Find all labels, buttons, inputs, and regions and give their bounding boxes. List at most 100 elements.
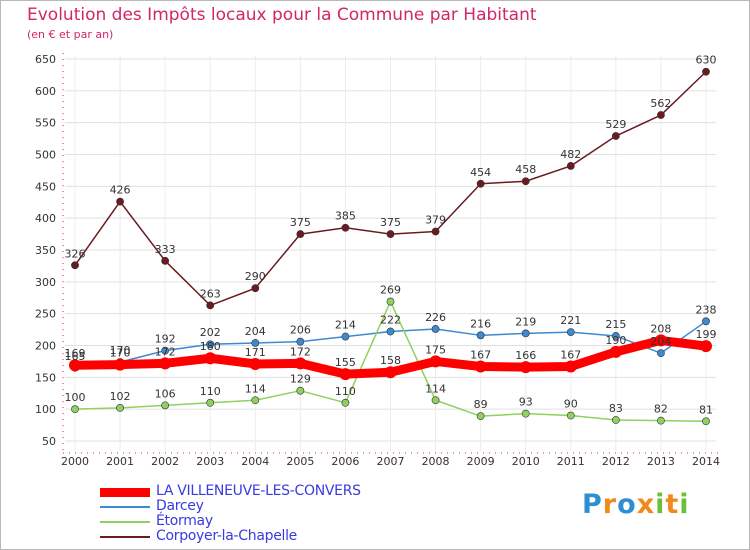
y-tick-label: 100 [35, 403, 56, 416]
data-labels: 326 426 333 263 290 375 385 375 379 454 458 482 529 5… [65, 54, 717, 417]
data-point [700, 340, 712, 353]
data-label: 100 [65, 391, 86, 404]
data-label: 106 [155, 387, 176, 400]
legend-swatch [100, 506, 150, 508]
data-point [702, 317, 710, 326]
data-label: 290 [245, 270, 266, 283]
data-point [251, 339, 260, 347]
data-point [116, 403, 124, 412]
data-label: 426 [110, 184, 131, 197]
data-label: 169 [65, 347, 86, 360]
data-label: 375 [380, 216, 401, 229]
axes: 50 100 150 200 250 300 350 400 450 500 550 600 650 20… [35, 53, 720, 468]
data-label: 170 [110, 344, 131, 357]
legend-item-etormay: Étormay [100, 513, 430, 530]
data-point [341, 223, 350, 232]
data-point [161, 401, 170, 410]
data-label: 529 [605, 118, 626, 131]
y-tick-label: 500 [35, 149, 56, 162]
y-tick-label: 150 [35, 371, 56, 384]
data-label: 226 [425, 311, 446, 324]
data-label: 326 [65, 247, 86, 260]
chart-title: Evolution des Impôts locaux pour la Comm… [27, 5, 537, 25]
data-label: 155 [335, 356, 356, 369]
x-tick-label: 2006 [331, 455, 359, 468]
data-point [566, 328, 575, 337]
legend-label: Darcey [156, 498, 204, 514]
data-point [296, 386, 305, 395]
data-point [611, 332, 620, 340]
data-point [114, 358, 127, 371]
data-label: 167 [560, 349, 581, 362]
data-label: 333 [155, 243, 176, 256]
data-label: 114 [425, 382, 446, 395]
logo-letter: P [582, 489, 603, 520]
data-label: 166 [515, 349, 536, 362]
legend-swatch [100, 487, 150, 497]
y-tick-label: 50 [42, 435, 56, 448]
data-label: 208 [650, 322, 671, 335]
data-point [521, 409, 530, 418]
data-label: 172 [290, 345, 311, 358]
data-point [386, 297, 395, 306]
data-label: 81 [699, 403, 713, 416]
data-point [431, 396, 440, 405]
data-point [654, 334, 667, 347]
data-label: 172 [155, 345, 176, 358]
data-label: 385 [335, 210, 356, 223]
data-point [296, 337, 305, 346]
data-point [564, 360, 577, 373]
data-point [69, 359, 81, 372]
data-point [206, 340, 215, 349]
legend-label: Corpoyer-la-Chapelle [156, 528, 298, 544]
x-tick-label: 2008 [422, 455, 450, 468]
logo-letter: i [679, 489, 690, 520]
data-point [251, 396, 260, 405]
data-label: 110 [335, 385, 356, 398]
data-point [206, 301, 215, 310]
legend-item-corpoyer: Corpoyer-la-Chapelle [100, 528, 430, 545]
data-point [71, 405, 79, 414]
y-tick-label: 450 [35, 180, 56, 193]
data-label: 190 [605, 334, 626, 347]
data-label: 458 [515, 163, 536, 176]
series-group [69, 67, 712, 426]
data-label: 158 [380, 354, 401, 367]
x-tick-label: 2000 [61, 455, 89, 468]
data-point [519, 361, 532, 374]
data-label: 562 [650, 97, 671, 110]
data-point [206, 398, 215, 407]
logo-letter: r [602, 489, 618, 520]
y-tick-label: 200 [35, 340, 56, 353]
legend-label: LA VILLENEUVE-LES-CONVERS [156, 483, 361, 499]
data-label: 214 [335, 319, 356, 332]
data-point [476, 179, 485, 188]
x-tick-label: 2002 [151, 455, 179, 468]
data-point [159, 357, 172, 370]
chart-subtitle: (en € et par an) [27, 28, 114, 41]
data-label: 167 [470, 349, 491, 362]
y-tick-label: 650 [35, 53, 56, 66]
data-point [611, 132, 620, 140]
data-point [386, 230, 395, 238]
data-point [611, 416, 620, 424]
data-label: 221 [560, 314, 581, 327]
legend-swatch [100, 536, 150, 538]
y-tick-label: 600 [35, 85, 56, 98]
data-label: 375 [290, 216, 311, 229]
data-point [294, 357, 307, 370]
data-point [116, 197, 124, 206]
data-point [702, 417, 710, 426]
data-point [296, 230, 305, 238]
x-tick-label: 2001 [106, 455, 134, 468]
legend-swatch [100, 521, 150, 523]
data-point [161, 346, 170, 355]
data-label: 263 [200, 287, 221, 300]
proxiti-logo: Proxiti [582, 489, 690, 520]
data-label: 165 [65, 350, 86, 363]
data-point [161, 256, 170, 265]
data-label: 269 [380, 284, 401, 297]
data-label: 114 [245, 382, 266, 395]
